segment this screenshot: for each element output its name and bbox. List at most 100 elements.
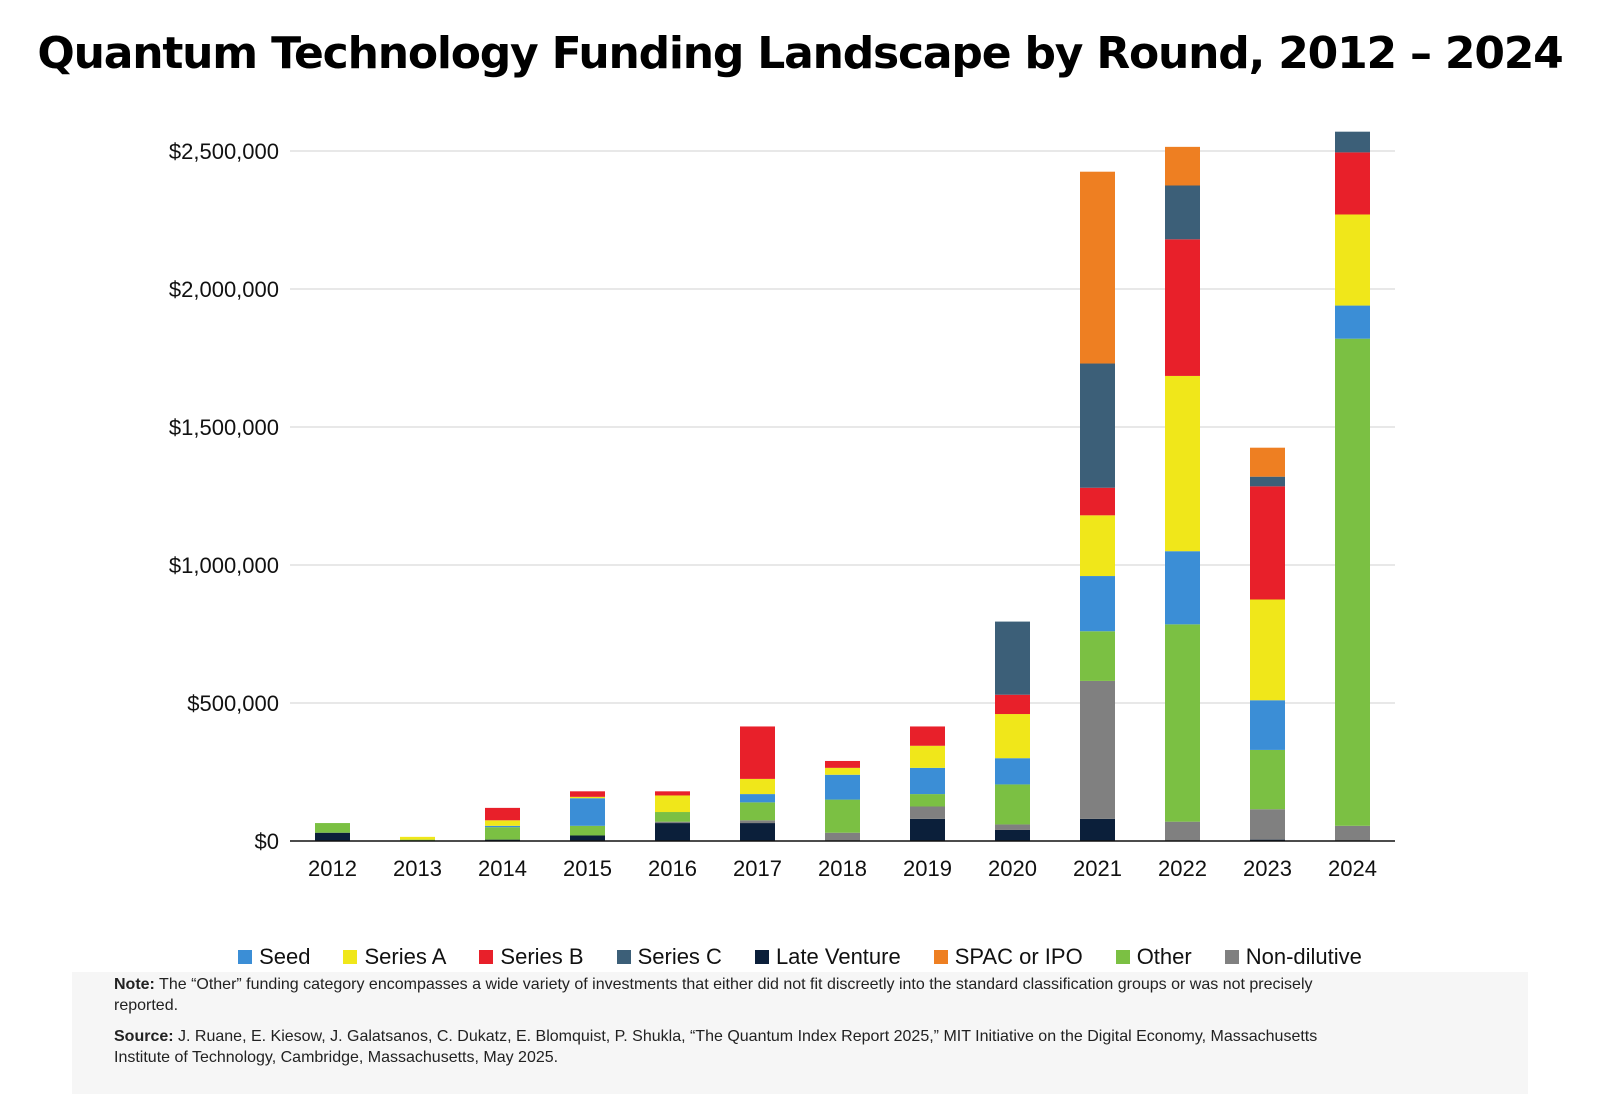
source-body: J. Ruane, E. Kiesow, J. Galatsanos, C. D… (114, 1028, 1318, 1066)
bar-segment-late-venture-2020 (995, 829, 1030, 841)
bar-segment-series-b-2015 (570, 791, 605, 797)
legend-swatch-spac-or-ipo (933, 950, 948, 964)
legend-item-series-a: Series A (343, 944, 446, 970)
bar-segment-non-dilutive-2017 (740, 820, 775, 824)
note-text: Note: The “Other” funding category encom… (114, 974, 1344, 1016)
legend-swatch-non-dilutive (1224, 950, 1239, 964)
bar-segment-series-b-2016 (655, 791, 690, 796)
notes-panel: Note: The “Other” funding category encom… (72, 972, 1528, 1094)
bar-segment-series-c-2021 (1080, 363, 1115, 488)
bar-segment-non-dilutive-2023 (1250, 809, 1285, 840)
x-tick-label: 2020 (988, 856, 1037, 881)
stacked-bar-chart: $0 $500,000 $1,000,000 $1,500,000 $2,000,000… (169, 131, 1395, 881)
legend-item-series-c: Series C (616, 944, 722, 970)
bar-segment-late-venture-2019 (910, 818, 945, 841)
legend-label-series-a: Series A (364, 944, 447, 969)
bar-segment-seed-2017 (740, 794, 775, 803)
bar-segment-non-dilutive-2022 (1165, 821, 1200, 841)
legend-swatch-late-venture (754, 950, 769, 964)
bar-segment-series-a-2019 (910, 745, 945, 768)
x-tick-label: 2018 (818, 856, 867, 881)
legend-label-series-b: Series B (500, 944, 584, 969)
bar-segment-other-2014 (485, 827, 520, 840)
bar-segment-series-a-2024 (1335, 214, 1370, 306)
source-text: Source: J. Ruane, E. Kiesow, J. Galatsan… (114, 1026, 1344, 1068)
y-tick-label: $1,500,000 (169, 415, 279, 440)
bar-segment-late-venture-2017 (740, 823, 775, 841)
bar-segment-non-dilutive-2020 (995, 824, 1030, 830)
legend-label-non-dilutive: Non-dilutive (1245, 944, 1362, 969)
x-tick-label: 2023 (1243, 856, 1292, 881)
legend-item-other: Other (1115, 944, 1192, 970)
bar-segment-spac-or-ipo-2023 (1250, 447, 1285, 477)
bar-segment-series-b-2021 (1080, 487, 1115, 516)
bar-segment-other-2022 (1165, 624, 1200, 822)
legend-swatch-series-a (343, 950, 358, 964)
bar-segment-other-2016 (655, 812, 690, 822)
legend-label-seed: Seed (259, 944, 311, 969)
bar-segment-late-venture-2016 (655, 823, 690, 841)
x-tick-label: 2019 (903, 856, 952, 881)
x-tick-label: 2012 (308, 856, 357, 881)
y-tick-label: $2,000,000 (169, 277, 279, 302)
y-tick-label: $1,000,000 (169, 553, 279, 578)
x-tick-label: 2015 (563, 856, 612, 881)
legend-item-non-dilutive: Non-dilutive (1224, 944, 1362, 970)
bar-segment-series-c-2024 (1335, 131, 1370, 153)
bar-segment-seed-2015 (570, 798, 605, 826)
bar-segment-other-2017 (740, 802, 775, 821)
x-tick-label: 2017 (733, 856, 782, 881)
legend-label-spac-or-ipo: SPAC or IPO (954, 944, 1083, 969)
bar-segment-seed-2018 (825, 774, 860, 800)
bar-segment-non-dilutive-2018 (825, 832, 860, 841)
bar-segment-series-a-2023 (1250, 599, 1285, 701)
legend-item-seed: Seed (238, 944, 310, 970)
bar-segment-series-b-2020 (995, 694, 1030, 715)
bar-segment-non-dilutive-2019 (910, 806, 945, 819)
note-label: Note: (114, 976, 155, 993)
bar-segment-series-b-2014 (485, 807, 520, 821)
bar-segment-series-b-2022 (1165, 239, 1200, 376)
x-tick-label: 2021 (1073, 856, 1122, 881)
bar-segment-other-2020 (995, 784, 1030, 825)
legend-item-series-b: Series B (479, 944, 584, 970)
bar-segment-series-b-2019 (910, 726, 945, 746)
bar-segment-series-a-2018 (825, 767, 860, 775)
bar-segment-other-2019 (910, 794, 945, 807)
bar-segment-series-c-2023 (1250, 476, 1285, 487)
legend: Seed Series A Series B Series C Late Ven… (0, 944, 1600, 970)
bar-segment-series-c-2022 (1165, 185, 1200, 240)
legend-label-late-venture: Late Venture (775, 944, 901, 969)
bar-segment-seed-2022 (1165, 551, 1200, 625)
bar-segment-late-venture-2012 (315, 832, 350, 841)
bar-segment-series-a-2016 (655, 795, 690, 813)
y-tick-label: $0 (255, 829, 279, 854)
bar-segment-other-2024 (1335, 338, 1370, 826)
note-body: The “Other” funding category encompasses… (114, 976, 1313, 1014)
bar-segment-late-venture-2021 (1080, 818, 1115, 841)
bar-segment-series-a-2020 (995, 714, 1030, 759)
bar-segment-seed-2019 (910, 767, 945, 795)
bar-segment-other-2012 (315, 823, 350, 833)
bar-segment-series-b-2018 (825, 760, 860, 768)
bar-segment-other-2023 (1250, 749, 1285, 810)
legend-label-other: Other (1136, 944, 1192, 969)
bar-segment-series-b-2017 (740, 726, 775, 779)
legend-swatch-other (1115, 950, 1130, 964)
chart-title: Quantum Technology Funding Landscape by … (37, 28, 1563, 79)
bar-segment-series-a-2017 (740, 778, 775, 795)
bar-segment-seed-2024 (1335, 305, 1370, 339)
x-tick-label: 2014 (478, 856, 527, 881)
bar-segment-seed-2020 (995, 758, 1030, 785)
bar-segment-non-dilutive-2021 (1080, 680, 1115, 819)
bar-segment-spac-or-ipo-2022 (1165, 146, 1200, 186)
bar-segment-other-2018 (825, 799, 860, 833)
legend-label-series-c: Series C (637, 944, 722, 969)
legend-item-late-venture: Late Venture (754, 944, 901, 970)
x-tick-label: 2013 (393, 856, 442, 881)
x-tick-label: 2024 (1328, 856, 1377, 881)
bar-segment-late-venture-2015 (570, 835, 605, 841)
bar-segment-seed-2023 (1250, 700, 1285, 750)
bar-segment-series-a-2014 (485, 820, 520, 826)
x-tick-label: 2016 (648, 856, 697, 881)
